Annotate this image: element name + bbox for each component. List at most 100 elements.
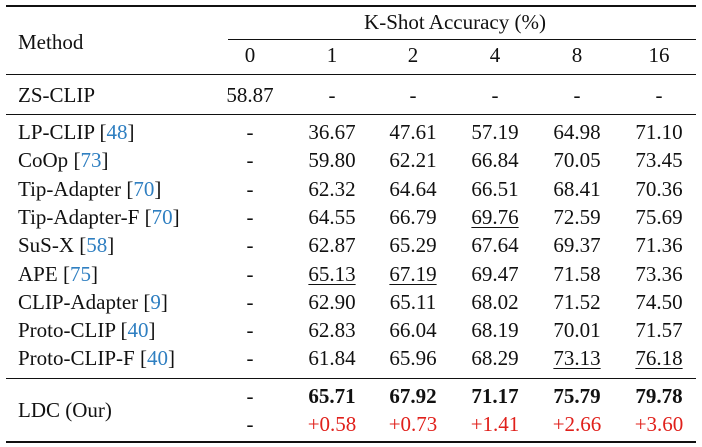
row-name: ZS-CLIP bbox=[18, 83, 96, 107]
row-name: Proto-CLIP-F [40] bbox=[18, 348, 175, 369]
value-cell: 68.02 bbox=[471, 290, 519, 314]
ours-rule bbox=[6, 378, 696, 379]
value-cell: 74.50 bbox=[635, 290, 683, 314]
gain-cell: +0.73 bbox=[388, 412, 438, 436]
citation-link[interactable]: 48 bbox=[106, 120, 128, 144]
open-bracket: [ bbox=[62, 262, 70, 286]
value-cell: - bbox=[246, 205, 254, 229]
close-bracket: ] bbox=[101, 148, 109, 172]
bottom-rule bbox=[6, 441, 696, 443]
row-name: CoOp [73] bbox=[18, 150, 108, 171]
value-cell: - bbox=[246, 120, 254, 144]
ours-value-cell: 79.78 bbox=[635, 384, 683, 408]
value-cell: 71.52 bbox=[553, 290, 601, 314]
open-bracket: [ bbox=[139, 346, 147, 370]
gain-cell: +3.60 bbox=[634, 412, 684, 436]
close-bracket: ] bbox=[148, 318, 156, 342]
method-header: Method bbox=[18, 30, 84, 54]
value-cell: 66.79 bbox=[389, 205, 437, 229]
value-cell: - bbox=[573, 83, 581, 107]
close-bracket: ] bbox=[127, 120, 135, 144]
gain-cell: +2.66 bbox=[552, 412, 602, 436]
value-cell: - bbox=[246, 177, 254, 201]
open-bracket: [ bbox=[120, 318, 128, 342]
open-bracket: [ bbox=[79, 233, 87, 257]
value-cell: 57.19 bbox=[471, 120, 519, 144]
method-label: SuS-X bbox=[18, 233, 80, 257]
close-bracket: ] bbox=[172, 205, 180, 229]
citation-link[interactable]: 70 bbox=[151, 205, 173, 229]
method-label: CLIP-Adapter bbox=[18, 290, 144, 314]
zs-rule bbox=[6, 114, 696, 115]
value-cell: 62.90 bbox=[308, 290, 356, 314]
row-name: Tip-Adapter [70] bbox=[18, 179, 161, 200]
k-shot-header: K-Shot Accuracy (%) bbox=[364, 10, 546, 34]
value-cell: 73.13 bbox=[553, 346, 601, 370]
header-rule bbox=[6, 74, 696, 75]
value-cell: - bbox=[655, 83, 663, 107]
close-bracket: ] bbox=[107, 233, 115, 257]
value-cell: 69.37 bbox=[553, 233, 601, 257]
value-cell: - bbox=[246, 318, 254, 342]
value-cell: 75.69 bbox=[635, 205, 683, 229]
value-cell: 71.58 bbox=[553, 262, 601, 286]
value-cell: - bbox=[246, 290, 254, 314]
citation-link[interactable]: 70 bbox=[133, 177, 155, 201]
value-cell: 70.01 bbox=[553, 318, 601, 342]
value-cell: 68.41 bbox=[553, 177, 601, 201]
value-cell: 66.51 bbox=[471, 177, 519, 201]
close-bracket: ] bbox=[160, 290, 168, 314]
citation-link[interactable]: 75 bbox=[69, 262, 91, 286]
ours-name: LDC (Our) bbox=[18, 398, 112, 422]
value-cell: 58.87 bbox=[226, 83, 274, 107]
method-label: CoOp bbox=[18, 148, 74, 172]
ours-value-cell: 75.79 bbox=[553, 384, 601, 408]
gain-cell: - bbox=[246, 412, 254, 436]
method-label: Proto-CLIP bbox=[18, 318, 121, 342]
value-cell: 65.96 bbox=[389, 346, 437, 370]
open-bracket: [ bbox=[73, 148, 81, 172]
ours-value-cell: 65.71 bbox=[308, 384, 356, 408]
method-label: LP-CLIP bbox=[18, 120, 100, 144]
value-cell: 62.32 bbox=[308, 177, 356, 201]
citation-link[interactable]: 40 bbox=[127, 318, 149, 342]
citation-link[interactable]: 73 bbox=[80, 148, 102, 172]
method-label: Tip-Adapter bbox=[18, 177, 127, 201]
citation-link[interactable]: 40 bbox=[146, 346, 168, 370]
value-cell: 36.67 bbox=[308, 120, 356, 144]
ours-value-cell: - bbox=[246, 384, 254, 408]
method-label: Tip-Adapter-F bbox=[18, 205, 145, 229]
value-cell: 71.36 bbox=[635, 233, 683, 257]
value-cell: 68.29 bbox=[471, 346, 519, 370]
row-name: SuS-X [58] bbox=[18, 235, 114, 256]
value-cell: 73.45 bbox=[635, 148, 683, 172]
row-name: Proto-CLIP [40] bbox=[18, 320, 155, 341]
open-bracket: [ bbox=[126, 177, 134, 201]
close-bracket: ] bbox=[90, 262, 98, 286]
value-cell: 65.13 bbox=[308, 262, 356, 286]
value-cell: 67.19 bbox=[389, 262, 437, 286]
value-cell: 69.47 bbox=[471, 262, 519, 286]
value-cell: 68.19 bbox=[471, 318, 519, 342]
citation-link[interactable]: 9 bbox=[150, 290, 161, 314]
value-cell: 66.04 bbox=[389, 318, 437, 342]
value-cell: - bbox=[246, 262, 254, 286]
citation-link[interactable]: 58 bbox=[86, 233, 108, 257]
value-cell: 47.61 bbox=[389, 120, 437, 144]
value-cell: 61.84 bbox=[308, 346, 356, 370]
ours-value-cell: 71.17 bbox=[471, 384, 519, 408]
close-bracket: ] bbox=[167, 346, 175, 370]
gain-cell: +0.58 bbox=[307, 412, 357, 436]
value-cell: 73.36 bbox=[635, 262, 683, 286]
group-header-rule bbox=[228, 39, 696, 40]
value-cell: 59.80 bbox=[308, 148, 356, 172]
ours-value-cell: 67.92 bbox=[389, 384, 437, 408]
value-cell: 70.05 bbox=[553, 148, 601, 172]
value-cell: 64.55 bbox=[308, 205, 356, 229]
value-cell: 62.21 bbox=[389, 148, 437, 172]
value-cell: 62.87 bbox=[308, 233, 356, 257]
value-cell: 71.57 bbox=[635, 318, 683, 342]
value-cell: 62.83 bbox=[308, 318, 356, 342]
value-cell: 70.36 bbox=[635, 177, 683, 201]
open-bracket: [ bbox=[143, 290, 151, 314]
